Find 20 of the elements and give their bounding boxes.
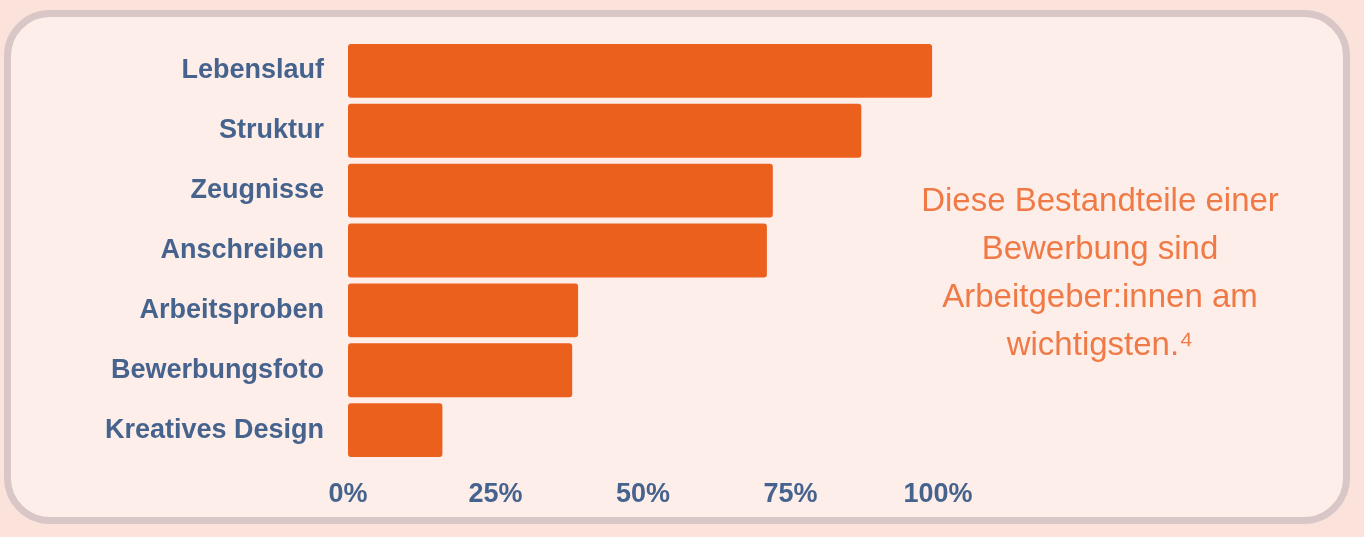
y-tick-label: Anschreiben — [160, 233, 324, 264]
y-tick-label: Lebenslauf — [181, 54, 326, 85]
y-tick-label: Arbeitsproben — [139, 293, 324, 324]
bar — [348, 223, 767, 278]
x-tick-label: 50% — [615, 477, 671, 508]
bar — [348, 403, 443, 458]
x-tick-label: 0% — [328, 477, 368, 508]
y-tick-label: Bewerbungsfoto — [111, 353, 324, 384]
x-tick-label: 25% — [468, 477, 523, 508]
y-tick-label: Struktur — [218, 114, 325, 145]
x-tick-label: 100% — [903, 477, 973, 508]
bar — [348, 283, 579, 338]
annotation: Diese Bestandteile einer Bewerbung sind Arbeitgeber:innen am wichtigsten.⁴ — [920, 180, 1280, 364]
bar — [348, 103, 862, 158]
y-tick-label: Kreatives Design — [104, 413, 324, 444]
y-tick-label: Zeugnisse — [190, 174, 324, 205]
bar — [348, 163, 773, 218]
x-tick-label: 75% — [763, 477, 818, 508]
bar — [348, 43, 933, 98]
bar — [348, 343, 573, 398]
